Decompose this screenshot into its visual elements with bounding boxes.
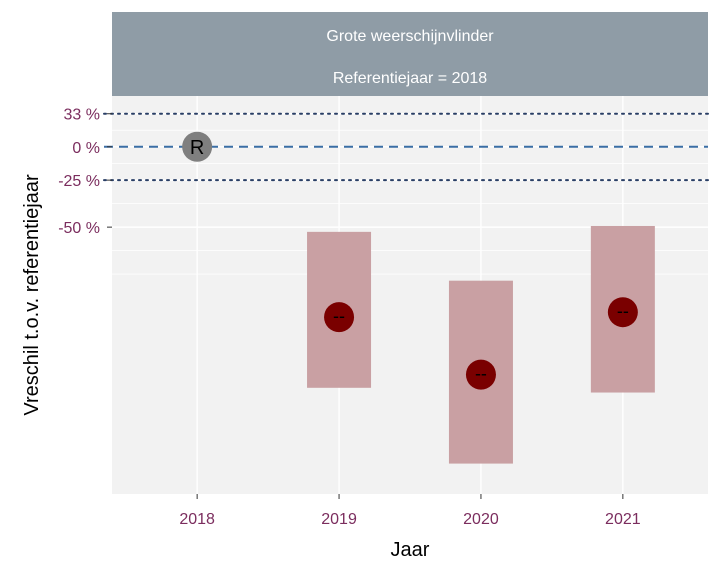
y-axis-title: Vreschil t.o.v. referentiejaar: [21, 174, 43, 416]
estimate-symbol: --: [475, 364, 487, 384]
strip-reference-year: Referentiejaar = 2018: [333, 70, 487, 87]
y-tick-label: 0 %: [72, 140, 100, 157]
x-tick-label: 2019: [321, 511, 357, 528]
facet-strip: [112, 12, 708, 96]
x-axis-ticks: 2018 2019 2020 2021: [179, 494, 641, 528]
y-tick-label: -50 %: [58, 220, 100, 237]
reference-point: [182, 131, 213, 162]
x-tick-label: 2018: [179, 511, 215, 528]
y-tick-label: -25 %: [58, 173, 100, 190]
strip-title: Grote weerschijnvlinder: [326, 28, 494, 45]
y-axis-ticks: 33 % 0 % -25 % -50 %: [58, 107, 112, 237]
reference-lines: [103, 112, 709, 182]
estimate-point: [607, 297, 638, 328]
x-tick-label: 2020: [463, 511, 499, 528]
reference-label: R: [190, 137, 204, 159]
estimate-symbol: --: [333, 306, 345, 326]
y-tick-label: 33 %: [64, 107, 100, 124]
x-tick-label: 2021: [605, 511, 641, 528]
x-axis-title: Jaar: [391, 539, 430, 561]
estimate-symbol: --: [617, 301, 629, 321]
estimate-point: [324, 302, 355, 333]
estimate-point: [465, 359, 496, 390]
estimate-points: -- -- -- R: [182, 131, 638, 390]
